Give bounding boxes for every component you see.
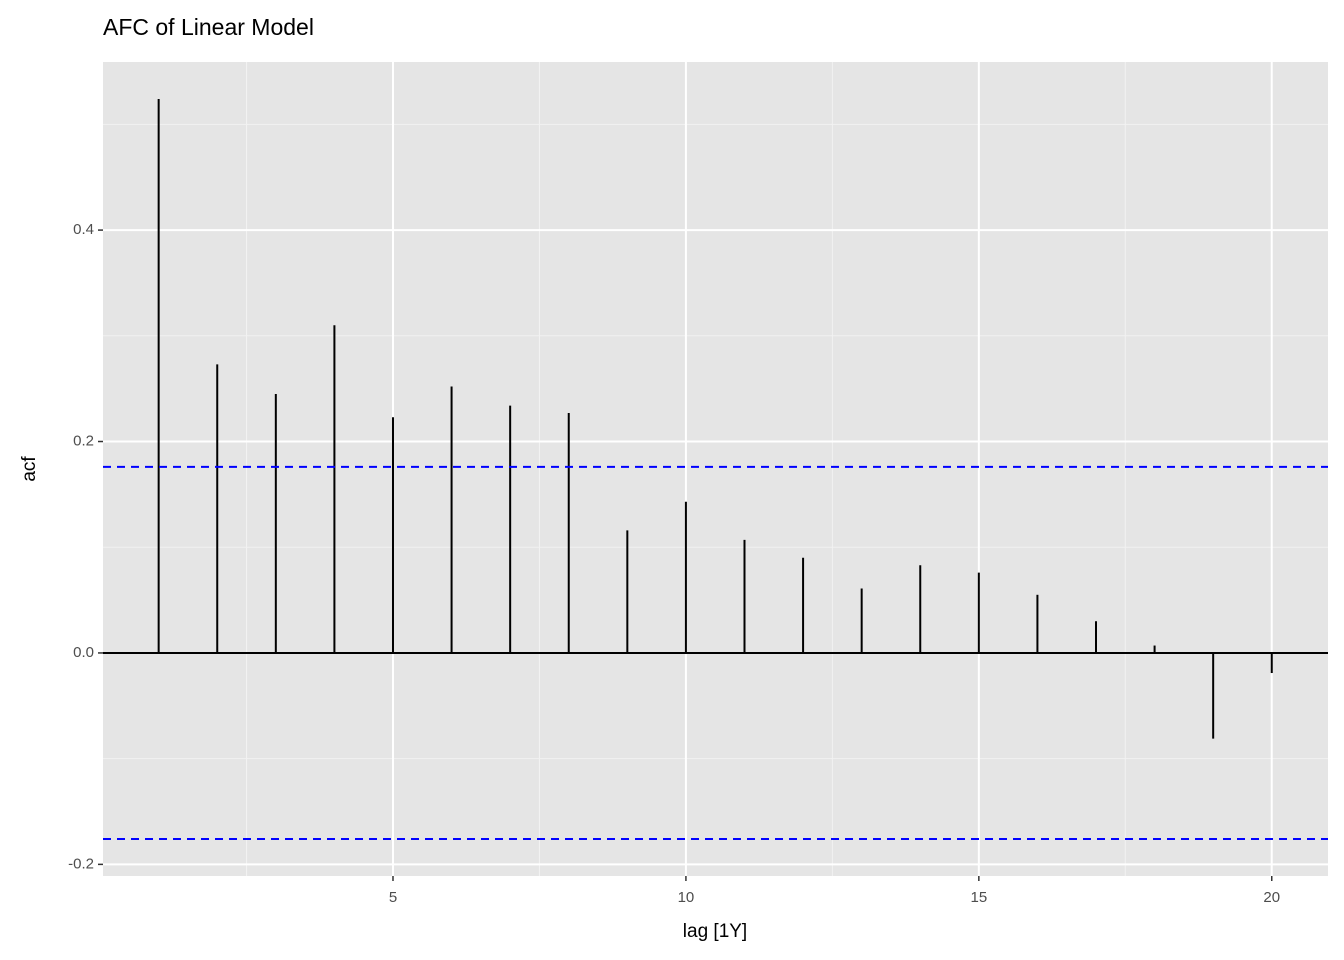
- plot-panel: [103, 62, 1328, 876]
- y-tick-label: 0.2: [73, 432, 94, 449]
- x-tick-label: 20: [1263, 889, 1280, 906]
- y-axis-label: acf: [19, 456, 40, 482]
- chart-title: AFC of Linear Model: [103, 14, 314, 40]
- x-tick-label: 5: [389, 889, 397, 906]
- y-tick-label: 0.4: [73, 221, 94, 238]
- y-tick-label: -0.2: [68, 855, 94, 872]
- x-tick-label: 15: [970, 889, 987, 906]
- x-tick-label: 10: [678, 889, 695, 906]
- x-axis-label: lag [1Y]: [683, 921, 747, 942]
- y-tick-label: 0.0: [73, 644, 94, 661]
